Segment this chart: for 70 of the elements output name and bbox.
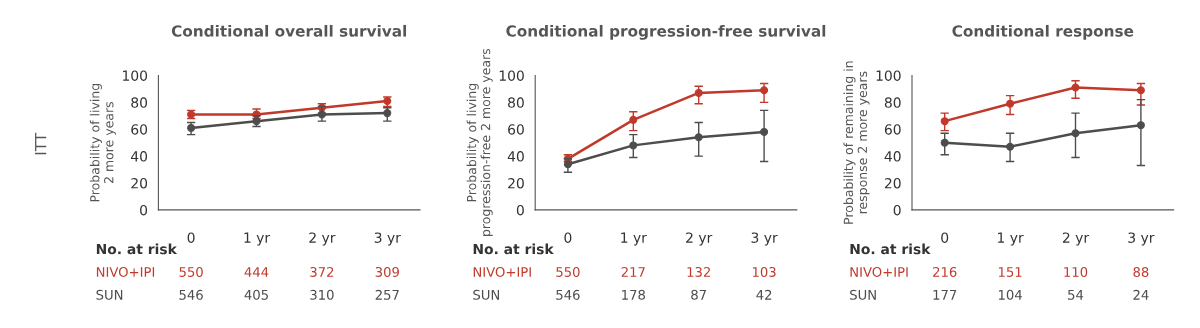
y-tick-label: 40 [130,151,148,162]
x-tick-label: 1 yr [244,232,271,246]
y-tick-label: 20 [131,177,148,189]
chart-title: Conditional overall survival [171,24,407,37]
x-tick-label: 0 [564,232,572,243]
text: 151 [998,267,1022,277]
text: 372 [310,266,334,277]
x-tick-label: 3 yr [1128,232,1155,246]
x-tick-label: 1 yr [621,232,647,246]
y-tick-label: 0 [516,204,524,216]
text: 87 [691,289,706,300]
chart-title: Conditional progression-free survival [506,24,826,40]
y-tick-label: 60 [884,124,901,135]
text: NIVO+IPI [850,266,908,277]
x-tick-label: 3 yr [374,232,401,246]
text: SUN [96,289,123,300]
y-tick-label: 0 [893,204,901,216]
text: 177 [933,290,957,300]
text: 309 [375,266,399,277]
x-tick-label: 0 [941,232,949,243]
text: 550 [179,266,203,277]
text: 132 [687,266,710,277]
text: 310 [310,289,334,300]
text: ITT [35,132,47,155]
x-tick-label: 0 [187,232,195,243]
text: No. at risk [96,243,178,255]
text: NIVO+IPI [473,266,531,277]
text: 217 [621,266,645,277]
y-tick-label: 80 [508,97,524,108]
text: 54 [1068,290,1084,300]
y-tick-label: 80 [131,97,148,108]
text: No. at risk [850,243,931,255]
text: SUN [850,289,876,300]
y-tick-label: 0 [140,204,148,216]
x-tick-label: 2 yr [686,232,713,246]
y-tick-label: 100 [876,70,901,81]
y-tick-label: 40 [884,151,901,162]
y-tick-label: 40 [507,151,524,162]
text: 216 [933,266,957,277]
y-tick-label: 60 [131,124,148,135]
y-tick-label: 20 [884,177,901,189]
text: 444 [244,267,269,277]
y-tick-label: 80 [884,97,901,108]
text: 546 [179,289,203,300]
y-tick-label: 100 [499,70,524,81]
text: 104 [998,289,1022,300]
text: NIVO+IPI [96,266,155,277]
y-axis-title: Probability of living 2 more years [89,83,116,202]
text: 110 [1064,266,1088,277]
text: SUN [473,289,500,300]
chart-title: Conditional response [952,24,1134,40]
x-tick-label: 1 yr [998,232,1024,246]
y-tick-label: 20 [508,177,524,189]
text: 550 [556,266,580,277]
text: 88 [1133,266,1149,277]
text: 42 [756,289,772,300]
x-tick-label: 3 yr [751,232,778,246]
y-tick-label: 60 [508,124,524,135]
text: 546 [556,289,580,300]
x-tick-label: 2 yr [1062,232,1090,246]
text: No. at risk [473,243,554,255]
text: 103 [752,266,776,277]
text: 257 [375,289,399,300]
y-axis-title: Probability of living progression-free 2 more years [466,48,493,236]
text: 405 [244,289,268,300]
text: 178 [622,289,645,300]
y-tick-label: 100 [123,70,148,81]
y-axis-title: Probability of remaining in response 2 more years [843,61,870,224]
x-tick-label: 2 yr [309,232,336,246]
text: 24 [1133,289,1149,300]
